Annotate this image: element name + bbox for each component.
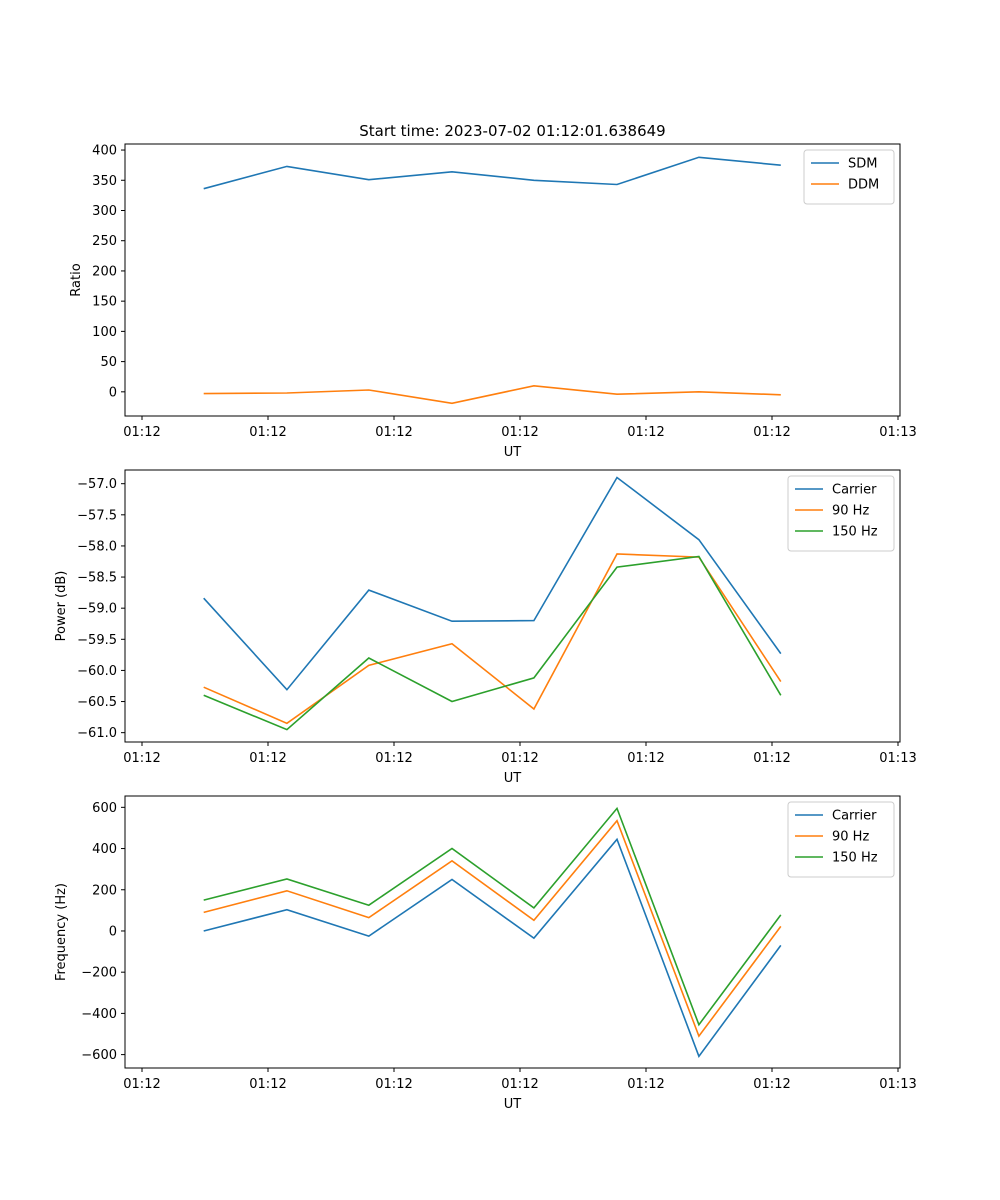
frequency-y-tick-label: −400 — [81, 1007, 117, 1022]
frequency-legend-label-carrier: Carrier — [832, 809, 877, 824]
power-y-tick-label: −61.0 — [77, 726, 117, 741]
power-axes-frame — [124, 469, 901, 743]
ratio-legend-label-sdm: SDM — [848, 157, 877, 172]
power-x-tick-label: 01:12 — [123, 751, 160, 766]
power-x-tick-label: 01:12 — [501, 751, 538, 766]
frequency-x-tick-label: 01:12 — [753, 1077, 790, 1092]
power-y-tick-label: −57.0 — [77, 477, 117, 492]
panels: 01:12 01:12 01:12 01:12 01:12 01:12 01:13 0 50 10… — [54, 143, 917, 1112]
power-panel: 01:12 01:12 01:12 01:12 01:12 01:12 01:13 −61.0… — [54, 469, 917, 786]
ratio-series-sdm-line — [203, 156, 781, 190]
power-legend-label-150-hz: 150 Hz — [832, 525, 878, 540]
ratio-y-tick-label: 300 — [92, 204, 117, 219]
power-y-axis-label: Power (dB) — [54, 571, 69, 642]
frequency-x-tick-label: 01:12 — [501, 1077, 538, 1092]
power-x-tick-label: 01:12 — [375, 751, 412, 766]
frequency-x-axis-label: UT — [504, 1097, 522, 1112]
ratio-x-tick-label: 01:13 — [879, 425, 916, 440]
power-y-tick-label: −58.0 — [77, 539, 117, 554]
ratio-y-tick-label: 150 — [92, 295, 117, 310]
ratio-x-tick-label: 01:12 — [753, 425, 790, 440]
ratio-x-tick-label: 01:12 — [375, 425, 412, 440]
ratio-panel: 01:12 01:12 01:12 01:12 01:12 01:12 01:13 0 50 10… — [69, 143, 917, 460]
ratio-y-tick-label: 50 — [100, 355, 117, 370]
power-series-150-hz-line — [203, 555, 782, 731]
ratio-legend-label-ddm: DDM — [848, 178, 879, 193]
power-legend-box — [787, 475, 895, 552]
ratio-series-ddm-line — [203, 384, 781, 405]
power-x-axis-label: UT — [504, 771, 522, 786]
ratio-legend: SDM DDM — [803, 149, 895, 205]
frequency-legend: Carrier 90 Hz 150 Hz — [787, 801, 895, 878]
power-legend: Carrier 90 Hz 150 Hz — [787, 475, 895, 552]
frequency-x-tick-label: 01:13 — [879, 1077, 916, 1092]
frequency-y-tick-label: −600 — [81, 1048, 117, 1063]
power-y-tick-label: −60.0 — [77, 664, 117, 679]
figure-title: Start time: 2023-07-02 01:12:01.638649 — [359, 122, 665, 140]
ratio-y-tick-label: 200 — [92, 264, 117, 279]
frequency-x-tick-label: 01:12 — [123, 1077, 160, 1092]
power-x-tick-label: 01:12 — [627, 751, 664, 766]
power-x-tick-label: 01:12 — [249, 751, 286, 766]
frequency-series-150-hz-line — [203, 806, 782, 1027]
ratio-y-axis-label: Ratio — [69, 263, 84, 296]
frequency-legend-label-150-hz: 150 Hz — [832, 851, 878, 866]
power-y-tick-label: −59.0 — [77, 602, 117, 617]
frequency-x-tick-label: 01:12 — [375, 1077, 412, 1092]
ratio-y-tick-label: 350 — [92, 174, 117, 189]
power-y-tick-label: −58.5 — [77, 571, 117, 586]
ratio-y-tick-label: 400 — [92, 144, 117, 159]
ratio-axes-frame — [124, 143, 901, 417]
ratio-x-tick-label: 01:12 — [249, 425, 286, 440]
ratio-x-axis-label: UT — [504, 445, 522, 460]
ratio-x-tick-label: 01:12 — [627, 425, 664, 440]
frequency-x-tick-label: 01:12 — [627, 1077, 664, 1092]
frequency-panel: 01:12 01:12 01:12 01:12 01:12 01:12 01:13 −600 −… — [54, 795, 917, 1112]
power-x-tick-label: 01:13 — [879, 751, 916, 766]
ratio-x-tick-label: 01:12 — [123, 425, 160, 440]
frequency-y-tick-label: 0 — [109, 924, 117, 939]
frequency-legend-box — [787, 801, 895, 878]
ratio-y-tick-label: 250 — [92, 234, 117, 249]
frequency-y-tick-label: 400 — [92, 842, 117, 857]
frequency-axes-frame — [124, 795, 901, 1069]
power-series-carrier-line — [203, 476, 782, 691]
power-y-tick-label: −59.5 — [77, 633, 117, 648]
power-legend-label-90-hz: 90 Hz — [832, 504, 869, 519]
ratio-y-tick-label: 100 — [92, 325, 117, 340]
frequency-series-carrier-line — [203, 837, 782, 1058]
frequency-y-tick-label: −200 — [81, 966, 117, 981]
ratio-y-tick-label: 0 — [109, 385, 117, 400]
frequency-y-tick-label: 600 — [92, 801, 117, 816]
frequency-x-tick-label: 01:12 — [249, 1077, 286, 1092]
power-legend-label-carrier: Carrier — [832, 483, 877, 498]
frequency-series-90-hz-line — [203, 819, 782, 1038]
frequency-y-axis-label: Frequency (Hz) — [54, 883, 69, 981]
frequency-legend-label-90-hz: 90 Hz — [832, 830, 869, 845]
frequency-y-tick-label: 200 — [92, 883, 117, 898]
power-y-tick-label: −60.5 — [77, 695, 117, 710]
power-series-90-hz-line — [203, 553, 782, 725]
power-y-tick-label: −57.5 — [77, 508, 117, 523]
ratio-x-tick-label: 01:12 — [501, 425, 538, 440]
power-x-tick-label: 01:12 — [753, 751, 790, 766]
